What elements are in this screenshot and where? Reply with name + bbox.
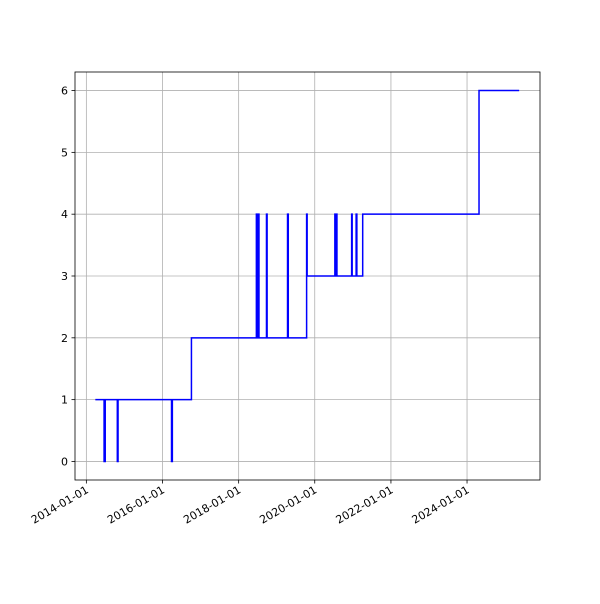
line [95,89,520,463]
y-tick-label: 1 [61,394,68,407]
plot-frame [74,71,541,481]
y-tick-label: 4 [61,208,68,221]
y-tick-label: 2 [61,332,68,345]
y-tick-label: 5 [61,146,68,159]
y-tick-label: 3 [61,270,68,283]
y-tick-label: 0 [61,455,68,468]
y-tick-label: 6 [61,85,68,98]
